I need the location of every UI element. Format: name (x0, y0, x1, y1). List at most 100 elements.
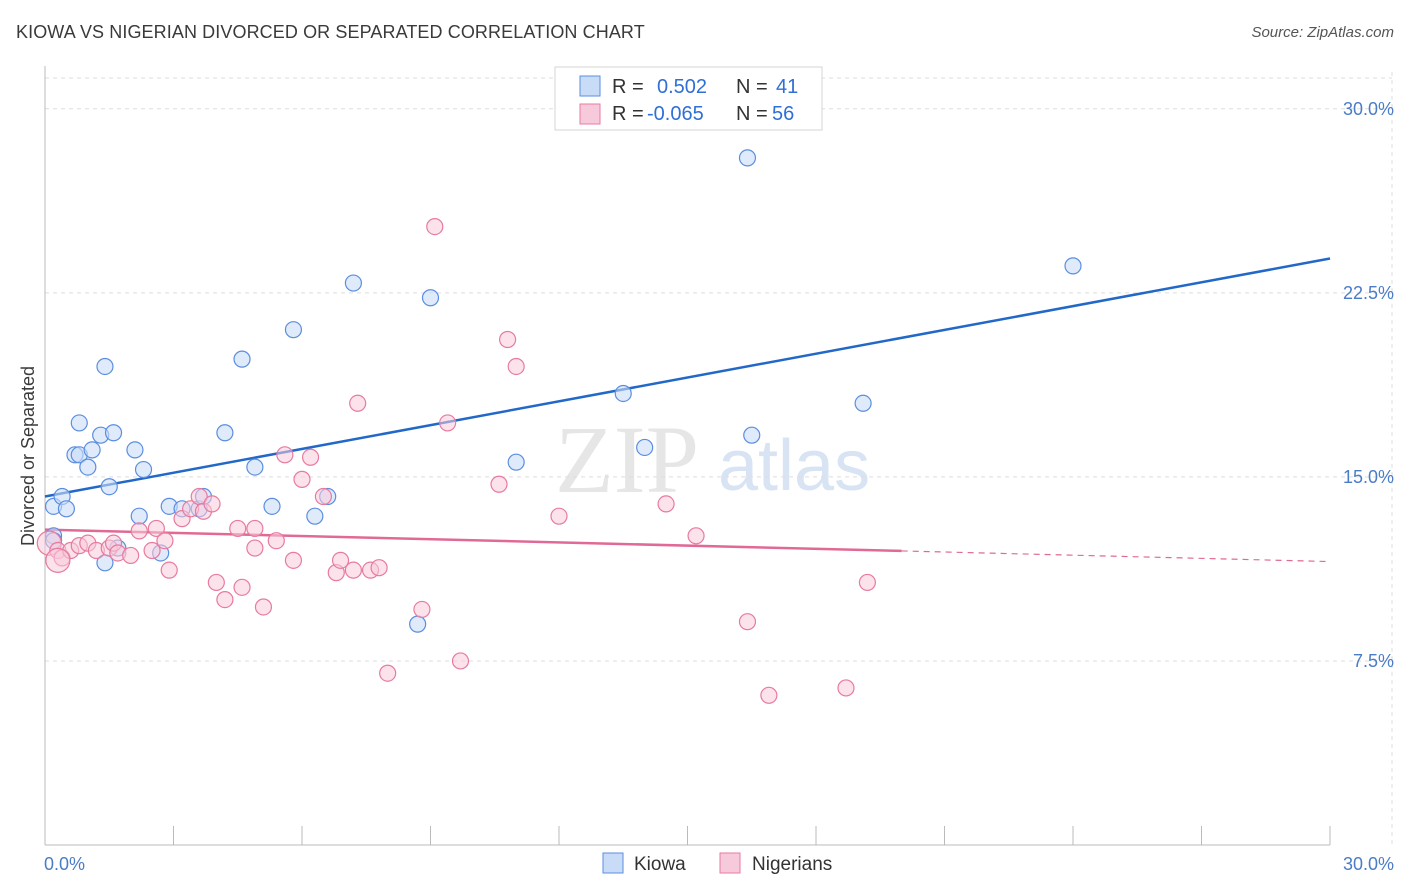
nigerian-point (349, 394, 367, 412)
kiowa-n-label: N = (736, 76, 768, 98)
x-tick-label-max: 30.0% (1343, 854, 1394, 874)
nigerian-point (130, 522, 148, 540)
nigerian-point (687, 527, 705, 545)
nigerian-point (837, 679, 855, 697)
source-credit: Source: ZipAtlas.com (1251, 24, 1394, 41)
kiowa-n-value: 41 (776, 76, 798, 98)
nigerians-swatch (579, 103, 601, 125)
nigerian-point (246, 519, 264, 538)
nigerian-point (413, 600, 431, 619)
nigerians-n-label: N = (736, 103, 768, 125)
legend-kiowa-label: Kiowa (634, 854, 686, 875)
kiowa-point (284, 321, 303, 339)
kiowa-trend-line (44, 257, 1331, 498)
kiowa-point (246, 458, 264, 476)
kiowa-swatch (579, 75, 601, 97)
trend-lines (44, 257, 1331, 563)
nigerians-trend-extension (901, 550, 1331, 563)
kiowa-point (57, 500, 76, 518)
y-tick-label: 15.0% (1343, 467, 1394, 487)
kiowa-point (216, 424, 234, 442)
nigerian-point (267, 532, 285, 550)
kiowa-point (83, 441, 101, 459)
y-tick-labels: 7.5% 15.0% 22.5% 30.0% (1343, 99, 1394, 671)
nigerian-point (203, 495, 221, 513)
y-tick-label: 7.5% (1353, 651, 1394, 671)
nigerian-point (45, 547, 71, 573)
nigerians-trend-line (44, 528, 902, 553)
nigerian-point (301, 448, 320, 466)
nigerian-point (122, 546, 140, 565)
kiowa-point (1064, 257, 1082, 275)
nigerian-point (370, 559, 388, 577)
nigerian-point (738, 613, 757, 631)
chart-title: KIOWA VS NIGERIAN DIVORCED OR SEPARATED … (16, 22, 645, 42)
axes (44, 66, 1331, 846)
kiowa-point (636, 438, 654, 457)
nigerian-point (439, 414, 457, 432)
nigerian-point (760, 686, 778, 704)
kiowa-point (614, 384, 632, 403)
kiowa-r-label: R = (612, 76, 644, 98)
nigerian-point (229, 519, 247, 538)
kiowa-point (130, 507, 148, 525)
kiowa-point (263, 497, 281, 515)
kiowa-point (344, 274, 362, 292)
y-tick-label: 30.0% (1343, 99, 1394, 119)
nigerian-point (207, 573, 225, 592)
gridlines (45, 72, 1393, 845)
nigerian-point (233, 578, 251, 596)
kiowa-point (126, 441, 144, 459)
nigerian-point (254, 598, 273, 616)
nigerian-point (156, 532, 174, 550)
nigerian-point (379, 664, 397, 682)
nigerian-point (451, 652, 470, 670)
nigerian-point (550, 507, 568, 525)
nigerian-point (276, 446, 294, 464)
kiowa-point (100, 478, 118, 496)
kiowa-points (44, 149, 1082, 633)
nigerian-point (143, 541, 161, 560)
nigerians-r-value: -0.065 (647, 103, 704, 125)
legend-kiowa-swatch (602, 852, 624, 874)
kiowa-point (134, 460, 153, 479)
y-axis-label: Divorced or Separated (18, 366, 38, 546)
nigerian-point (293, 470, 311, 488)
watermark-zip: ZIP (555, 406, 699, 513)
nigerian-point (331, 551, 350, 569)
kiowa-point (507, 453, 525, 471)
kiowa-point (306, 507, 324, 525)
kiowa-point (70, 414, 88, 432)
nigerian-point (507, 357, 525, 376)
kiowa-point (104, 424, 123, 442)
y-tick-label: 22.5% (1343, 283, 1394, 303)
stats-legend: R = 0.502 N = 41 R = -0.065 N = 56 (554, 66, 823, 131)
nigerian-point (344, 561, 362, 579)
kiowa-point (743, 426, 761, 444)
series-legend: Kiowa Nigerians (602, 852, 832, 875)
legend-nigerians-label: Nigerians (752, 854, 832, 875)
nigerians-n-value: 56 (772, 103, 794, 125)
nigerian-point (160, 561, 178, 579)
nigerian-point (246, 539, 264, 557)
nigerian-point (499, 330, 517, 349)
kiowa-point (421, 289, 440, 307)
kiowa-point (233, 350, 251, 368)
nigerians-r-label: R = (612, 103, 644, 125)
nigerian-point (147, 519, 165, 538)
watermark-atlas: atlas (718, 426, 870, 506)
kiowa-point (854, 394, 872, 412)
legend-nigerians-swatch (719, 852, 741, 874)
kiowa-point (79, 458, 97, 476)
nigerian-point (426, 218, 444, 236)
nigerian-point (858, 573, 877, 592)
kiowa-r-value: 0.502 (657, 76, 707, 98)
nigerian-point (490, 475, 508, 493)
nigerian-point (314, 487, 333, 506)
nigerian-point (284, 551, 303, 569)
kiowa-point (96, 357, 114, 376)
x-tick-label-min: 0.0% (44, 854, 85, 874)
nigerian-point (216, 591, 234, 609)
nigerian-points (36, 218, 877, 704)
